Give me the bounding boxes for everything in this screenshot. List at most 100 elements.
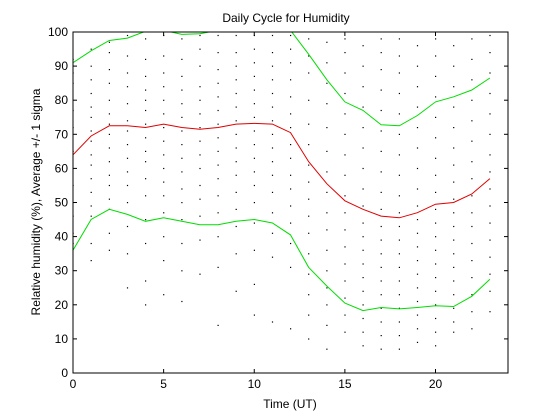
data-point <box>126 287 129 289</box>
lower-sigma-line <box>73 208 491 312</box>
data-point <box>453 331 455 333</box>
data-point <box>217 123 219 125</box>
data-point <box>344 133 346 135</box>
data-point <box>90 260 92 262</box>
data-point <box>435 55 437 57</box>
data-point <box>380 171 382 173</box>
data-point <box>90 242 92 245</box>
data-point <box>344 72 346 74</box>
data-point <box>416 65 419 67</box>
data-point <box>489 290 491 292</box>
data-point <box>271 133 274 135</box>
data-point <box>326 304 328 306</box>
data-point <box>163 167 165 170</box>
data-point <box>471 225 473 228</box>
data-point <box>308 72 310 74</box>
data-point <box>435 331 437 333</box>
data-point <box>471 58 473 60</box>
data-point <box>380 307 382 309</box>
data-point <box>308 181 310 183</box>
data-point <box>235 290 237 292</box>
data-point <box>308 232 310 234</box>
data-point <box>380 89 382 91</box>
data-point <box>471 161 473 163</box>
data-point <box>453 212 455 214</box>
data-point <box>181 300 183 303</box>
data-point <box>471 260 473 262</box>
data-point <box>416 205 419 207</box>
data-point <box>271 256 274 258</box>
data-point <box>453 127 455 129</box>
data-point <box>290 266 292 268</box>
data-point <box>126 120 129 122</box>
data-point <box>326 103 328 105</box>
data-point <box>145 99 147 101</box>
data-point <box>163 72 165 74</box>
x-tick-label: 5 <box>160 377 167 391</box>
data-point <box>398 212 400 214</box>
data-point <box>181 103 183 105</box>
data-point <box>235 120 237 122</box>
data-point <box>90 178 92 180</box>
data-point <box>181 89 183 91</box>
data-point <box>489 222 491 224</box>
data-point <box>126 225 129 228</box>
data-point <box>344 229 346 231</box>
data-point <box>290 242 292 245</box>
data-point <box>362 205 364 207</box>
data-point <box>199 154 201 156</box>
data-point <box>435 249 437 251</box>
data-point <box>253 75 255 77</box>
data-point <box>290 328 292 330</box>
data-point <box>108 161 110 163</box>
data-point <box>398 266 400 268</box>
data-point <box>489 34 491 37</box>
data-point <box>362 345 364 347</box>
data-point <box>453 225 455 228</box>
data-point <box>290 157 292 159</box>
y-tick-label: 40 <box>55 230 69 244</box>
data-point <box>416 147 419 149</box>
data-point <box>253 184 255 187</box>
data-point <box>435 208 437 210</box>
data-point <box>435 75 437 77</box>
data-point <box>362 167 364 170</box>
data-point <box>217 52 219 54</box>
data-point <box>126 130 129 132</box>
data-point <box>416 232 419 234</box>
data-point <box>235 161 237 163</box>
data-point <box>126 55 129 57</box>
data-point <box>380 150 382 152</box>
x-tick-label: 0 <box>70 377 77 391</box>
data-point <box>380 52 382 54</box>
data-point <box>489 92 491 95</box>
data-point <box>163 212 165 214</box>
data-point <box>90 215 92 217</box>
data-point <box>163 55 165 57</box>
data-point <box>217 109 219 112</box>
data-point <box>398 294 400 296</box>
y-axis-label: Relative humidity (%), Average +/- 1 sig… <box>29 88 43 315</box>
data-point <box>235 92 237 95</box>
data-point <box>344 92 346 95</box>
data-point <box>108 249 110 251</box>
data-point <box>416 300 419 303</box>
data-point <box>416 127 419 129</box>
data-point <box>453 147 455 149</box>
data-point <box>253 103 255 105</box>
data-point <box>308 144 310 146</box>
data-point <box>235 106 237 108</box>
data-point <box>435 304 437 306</box>
data-point <box>145 304 147 306</box>
data-point <box>398 253 400 255</box>
data-point <box>398 113 400 115</box>
data-point <box>380 208 382 210</box>
data-point <box>290 222 292 224</box>
data-point <box>217 324 219 326</box>
data-point <box>326 150 328 152</box>
data-point <box>145 195 147 197</box>
data-point <box>217 164 219 166</box>
data-point <box>108 174 110 176</box>
data-point <box>489 273 491 275</box>
